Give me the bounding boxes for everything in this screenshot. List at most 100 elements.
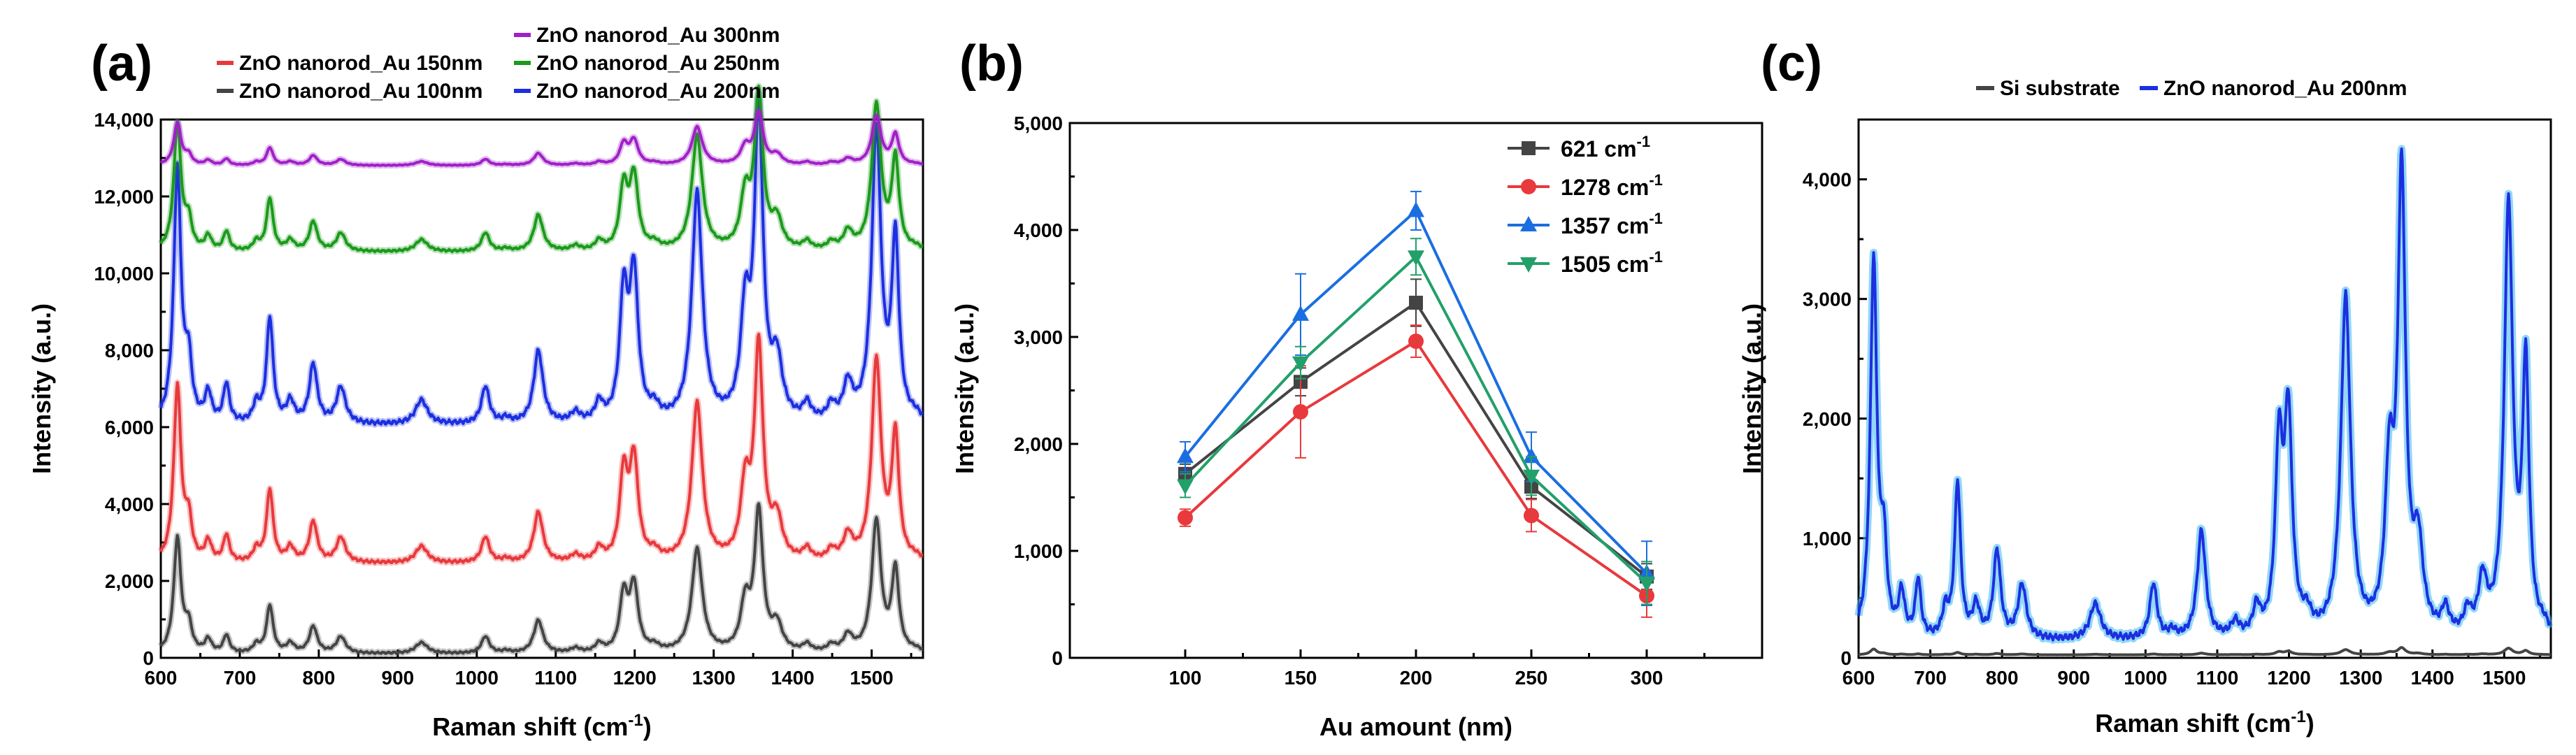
panel-a-legend: ZnO nanorod_Au 300nm ZnO nanorod_Au 150nm… <box>217 24 780 103</box>
panel-b-ytick-label: 0 <box>1052 647 1063 669</box>
panel-c-xlabel: Raman shift (cm-1) <box>2095 707 2314 738</box>
panel-c-xtick-label: 800 <box>1986 667 2019 689</box>
panel-a-ytick-label: 12,000 <box>94 186 154 208</box>
panel-b-legend-label: 1278 cm-1 <box>1561 171 1663 200</box>
panel-a-series <box>157 82 926 657</box>
panel-c-legend-label: Si substrate <box>2000 77 2120 100</box>
panel-b-marker <box>1408 250 1424 266</box>
panel-b-legend-label: 1505 cm-1 <box>1561 248 1663 277</box>
panel-a-legend-label: ZnO nanorod_Au 300nm <box>536 24 780 47</box>
panel-b-legend-label: 1357 cm-1 <box>1561 210 1663 238</box>
panel-b-marker <box>1408 333 1424 350</box>
panel-a-series-line <box>159 92 924 426</box>
panel-b-series <box>1177 190 1655 618</box>
panel-c-xtick-label: 600 <box>1842 667 1875 689</box>
panel-a-xlabel: Raman shift (cm-1) <box>432 711 651 741</box>
panel-b-ytick-label: 2,000 <box>1014 433 1063 455</box>
panel-c-ytick-label: 3,000 <box>1803 289 1852 310</box>
panel-a-xtick-label: 1500 <box>850 667 893 689</box>
panel-a-ytick-label: 8,000 <box>105 340 154 361</box>
panel-a-legend-label: ZnO nanorod_Au 100nm <box>239 80 482 103</box>
panel-b-series-line <box>1184 339 1648 597</box>
panel-a-series-line <box>159 108 924 167</box>
panel-b-marker <box>1409 296 1423 310</box>
panel-c-legend: Si substrate ZnO nanorod_Au 200nm <box>1976 77 2407 100</box>
panel-c-xtick-label: 1100 <box>2196 667 2239 689</box>
panel-c-series-line <box>1858 646 2552 656</box>
panel-c-xtick-label: 1000 <box>2124 667 2167 689</box>
panel-a-ytick-label: 10,000 <box>94 263 154 285</box>
panel-c-ylabel: Intensity (a.u.) <box>1738 303 1766 474</box>
panel-b-ytick-label: 4,000 <box>1014 220 1063 241</box>
panel-c-series <box>1854 145 2554 656</box>
panel-a-xtick-label: 1400 <box>771 667 814 689</box>
panel-c-legend-label: ZnO nanorod_Au 200nm <box>2163 77 2407 100</box>
panel-a-ytick-label: 14,000 <box>94 109 154 131</box>
panel-a-series-line <box>159 333 924 565</box>
panel-b-marker <box>1520 257 1537 273</box>
panel-c-ytick-label: 1,000 <box>1803 528 1852 549</box>
panel-b-xlabel: Au amount (nm) <box>1319 712 1512 741</box>
panel-a-ytick-label: 6,000 <box>105 417 154 438</box>
panel-b-marker <box>1292 305 1309 321</box>
panel-b-marker <box>1522 141 1536 155</box>
panel-c-ytick-label: 0 <box>1840 647 1852 669</box>
panel-b-marker <box>1177 479 1194 495</box>
panel-a-series-line <box>159 502 924 656</box>
panel-c: (c) 600 700 800 900 1000 1100 1200 1300 1400 1500… <box>1738 36 2554 738</box>
panel-b-marker <box>1521 179 1536 194</box>
panel-a-ticks: 600 700 800 900 1000 1100 1200 1300 1400 1500 0 2,0… <box>94 109 913 689</box>
panel-b-marker <box>1408 201 1424 217</box>
panel-a-legend-label: ZnO nanorod_Au 200nm <box>536 80 780 103</box>
panel-a-ytick-label: 2,000 <box>105 570 154 592</box>
panel-c-ticks: 600 700 800 900 1000 1100 1200 1300 1400 1500 0 1,0… <box>1803 169 2542 689</box>
panel-a-xtick-label: 900 <box>382 667 415 689</box>
panel-c-xtick-label: 1200 <box>2267 667 2310 689</box>
panel-b-marker <box>1178 510 1193 526</box>
panel-a-ytick-label: 0 <box>143 647 154 669</box>
panel-b-legend-label: 621 cm-1 <box>1561 133 1650 161</box>
panel-b-ticks: 100 150 200 250 300 0 1,000 2,000 3,000 4,000 5,00… <box>1014 113 1705 689</box>
panel-a-ytick-label: 4,000 <box>105 494 154 515</box>
panel-a-xtick-label: 700 <box>224 667 257 689</box>
panel-a-letter: (a) <box>91 36 152 92</box>
panel-b-marker <box>1638 576 1655 592</box>
panel-b-xtick-label: 300 <box>1631 667 1663 689</box>
panel-b: (b) 100 150 200 250 300 0 1,000 2,000 3,000 4,000… <box>950 36 1763 741</box>
panel-a-xtick-label: 1200 <box>613 667 657 689</box>
panel-c-xtick-label: 1300 <box>2339 667 2382 689</box>
panel-c-xtick-label: 700 <box>1914 667 1947 689</box>
panel-a-xtick-label: 1000 <box>455 667 499 689</box>
panel-c-letter: (c) <box>1761 36 1822 92</box>
panel-b-xtick-label: 150 <box>1285 667 1317 689</box>
panel-b-ytick-label: 3,000 <box>1014 326 1063 348</box>
panel-b-marker <box>1523 469 1540 485</box>
panel-b-marker <box>1292 356 1309 372</box>
panel-a-legend-label: ZnO nanorod_Au 150nm <box>239 52 482 75</box>
panel-a-ylabel: Intensity (a.u.) <box>27 303 56 474</box>
panel-b-legend: 621 cm-1 1278 cm-1 1357 cm-1 1505 cm-1 <box>1508 133 1663 277</box>
panel-b-letter: (b) <box>959 36 1024 92</box>
panel-b-xtick-label: 100 <box>1169 667 1202 689</box>
panel-c-ytick-label: 2,000 <box>1803 408 1852 430</box>
panel-a-xtick-label: 800 <box>303 667 336 689</box>
panel-b-ylabel: Intensity (a.u.) <box>950 303 979 474</box>
panel-b-marker <box>1293 404 1308 420</box>
panel-c-frame <box>1857 118 2552 659</box>
panel-a-series-line <box>159 85 924 254</box>
panel-b-marker <box>1523 447 1540 463</box>
panel-b-ytick-label: 5,000 <box>1014 113 1063 134</box>
panel-c-ytick-label: 4,000 <box>1803 169 1852 191</box>
panel-c-xtick-label: 900 <box>2057 667 2090 689</box>
panel-c-series-line <box>1857 147 2552 642</box>
panel-b-ytick-label: 1,000 <box>1014 540 1063 562</box>
panel-a: (a) 600 700 800 900 1000 1100 1200 1300 1400 1500… <box>27 24 926 741</box>
panel-a-legend-label: ZnO nanorod_Au 250nm <box>536 52 780 75</box>
panel-a-xtick-label: 1300 <box>692 667 736 689</box>
panel-b-marker <box>1177 447 1194 463</box>
panel-b-xtick-label: 250 <box>1515 667 1548 689</box>
panel-b-xtick-label: 200 <box>1400 667 1433 689</box>
panel-c-xtick-label: 1400 <box>2411 667 2454 689</box>
panel-b-marker <box>1520 216 1537 231</box>
